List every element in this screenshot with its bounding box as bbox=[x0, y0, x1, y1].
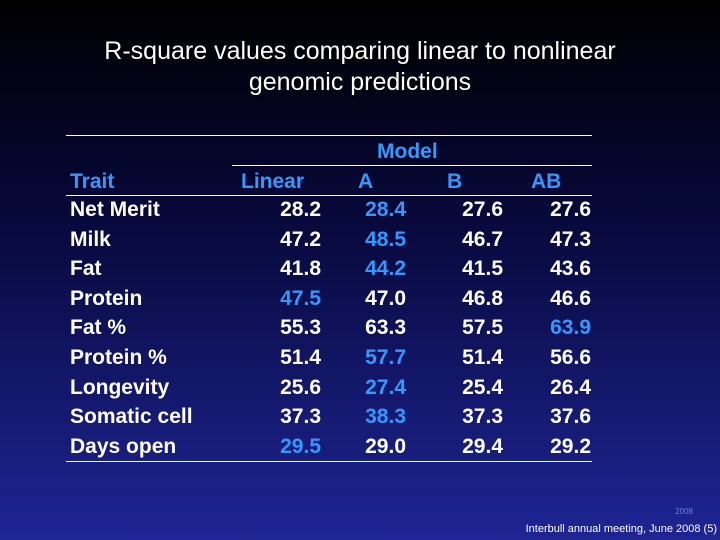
table-cell: 29.4 bbox=[462, 434, 503, 458]
table-cell: 29.5 bbox=[280, 434, 321, 458]
trait-label: Longevity bbox=[70, 375, 170, 399]
table-cell: 51.4 bbox=[462, 346, 503, 369]
trait-label: Protein bbox=[70, 286, 143, 310]
trait-label: Fat bbox=[70, 257, 102, 281]
trait-label: Milk bbox=[70, 227, 111, 251]
table-cell: 44.2 bbox=[365, 257, 406, 281]
title-line-2: genomic predictions bbox=[248, 68, 472, 96]
table-cell: 37.6 bbox=[550, 405, 591, 429]
table-cell: 46.8 bbox=[462, 286, 503, 310]
table-cell: 26.4 bbox=[550, 375, 591, 399]
table-cell: 47.0 bbox=[365, 286, 406, 310]
trait-label: Protein % bbox=[70, 346, 167, 369]
table-cell: 47.2 bbox=[280, 227, 321, 251]
table-cell: 38.3 bbox=[365, 405, 406, 429]
table-cell: 37.3 bbox=[280, 405, 321, 429]
slide-title: R-square values comparing linear to nonl… bbox=[0, 36, 720, 98]
table-cell: 43.6 bbox=[550, 257, 591, 281]
trait-label: Days open bbox=[70, 434, 177, 458]
year-tag: 2008 bbox=[675, 507, 693, 516]
table-cell: 28.2 bbox=[280, 198, 321, 221]
table-cell: 47.3 bbox=[550, 227, 591, 251]
table-cell: 27.4 bbox=[365, 375, 406, 399]
table-cell: 27.6 bbox=[462, 198, 503, 221]
table-cell: 41.5 bbox=[462, 257, 503, 281]
table-cell: 47.5 bbox=[280, 286, 321, 310]
table-cell: 29.0 bbox=[365, 434, 406, 458]
footer-text: Interbull annual meeting, June 2008 (5) bbox=[525, 523, 717, 535]
table-cell: 63.9 bbox=[550, 316, 591, 340]
table-cell: 48.5 bbox=[365, 227, 406, 251]
header-bottom-rule bbox=[66, 195, 592, 196]
model-group-rule bbox=[232, 165, 592, 166]
table-cell: 28.4 bbox=[365, 198, 406, 221]
table-cell: 25.4 bbox=[462, 375, 503, 399]
table-cell: 51.4 bbox=[280, 346, 321, 369]
column-header-a: A bbox=[358, 170, 374, 193]
table-cell: 46.7 bbox=[462, 227, 503, 251]
table-top-rule bbox=[66, 135, 592, 136]
table-cell: 55.3 bbox=[280, 316, 321, 340]
table-bottom-rule bbox=[66, 461, 592, 462]
table-cell: 63.3 bbox=[365, 316, 406, 340]
table-cell: 46.6 bbox=[550, 286, 591, 310]
table-cell: 29.2 bbox=[550, 434, 591, 458]
column-header-trait: Trait bbox=[70, 170, 115, 193]
table-cell: 27.6 bbox=[550, 198, 591, 221]
column-header-ab: AB bbox=[531, 170, 562, 193]
table-cell: 57.7 bbox=[365, 346, 406, 369]
table-cell: 57.5 bbox=[462, 316, 503, 340]
column-header-linear: Linear bbox=[241, 170, 305, 193]
table-cell: 37.3 bbox=[462, 405, 503, 429]
title-line-1: R-square values comparing linear to nonl… bbox=[104, 37, 616, 65]
table-cell: 41.8 bbox=[280, 257, 321, 281]
model-group-header: Model bbox=[377, 140, 438, 163]
trait-label: Somatic cell bbox=[70, 405, 193, 429]
trait-label: Fat % bbox=[70, 316, 127, 340]
table-cell: 25.6 bbox=[280, 375, 321, 399]
trait-label: Net Merit bbox=[70, 198, 160, 221]
column-header-b: B bbox=[447, 170, 463, 193]
table-cell: 56.6 bbox=[550, 346, 591, 369]
